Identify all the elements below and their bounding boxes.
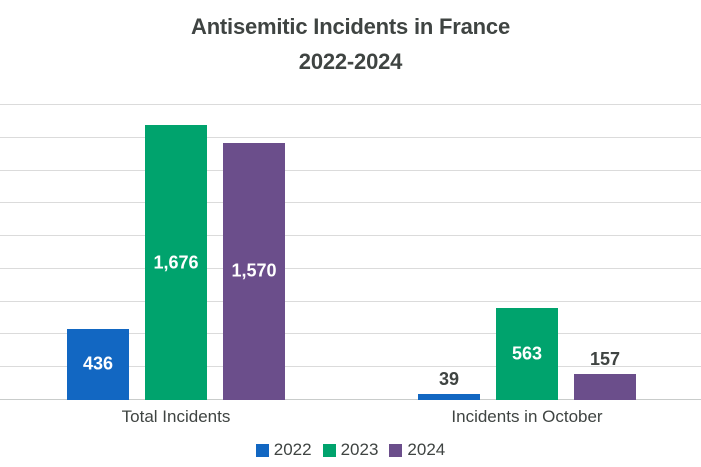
gridline	[0, 169, 701, 171]
bar-value-label: 1,676	[153, 252, 199, 273]
bar-2023-october: 563	[496, 307, 558, 400]
gridline	[0, 366, 701, 368]
legend-swatch-icon	[389, 444, 403, 457]
bar-2024-october: 157	[574, 349, 636, 400]
bar-value-label: 157	[589, 349, 621, 370]
category-label: Incidents in October	[451, 407, 603, 426]
bar-value-label: 563	[511, 343, 543, 364]
legend: 2022 2023 2024	[0, 440, 701, 460]
category-axis: Total Incidents Incidents in October	[0, 407, 701, 431]
legend-item-2022: 2022	[255, 440, 312, 460]
legend-label: 2022	[273, 440, 312, 459]
gridline	[0, 267, 701, 269]
chart-title: Antisemitic Incidents in France 2022-202…	[0, 9, 701, 79]
gridline	[0, 333, 701, 335]
legend-label: 2023	[340, 440, 379, 459]
category-label: Total Incidents	[121, 407, 231, 426]
gridline	[0, 235, 701, 237]
bar-value-label: 436	[82, 353, 114, 374]
gridline	[0, 300, 701, 302]
bar-2022-october: 39	[418, 369, 480, 400]
chart-title-line2: 2022-2024	[298, 49, 403, 74]
plot-area: 436 1,676 1,570 39 563 157	[0, 104, 701, 400]
bar-2023-total: 1,676	[145, 125, 207, 400]
bar-2024-total: 1,570	[223, 142, 285, 400]
legend-item-2024: 2024	[389, 440, 445, 460]
gridline	[0, 136, 701, 138]
chart-title-line1: Antisemitic Incidents in France	[191, 14, 510, 39]
legend-label: 2024	[407, 440, 446, 459]
legend-item-2023: 2023	[322, 440, 379, 460]
gridline	[0, 202, 701, 204]
legend-swatch-icon	[322, 444, 336, 457]
legend-swatch-icon	[255, 444, 269, 457]
x-axis-line	[0, 399, 701, 400]
bar-value-label: 1,570	[231, 260, 277, 281]
bar-value-label: 39	[438, 368, 460, 389]
gridline	[0, 104, 701, 105]
bar-2022-total: 436	[67, 328, 129, 400]
